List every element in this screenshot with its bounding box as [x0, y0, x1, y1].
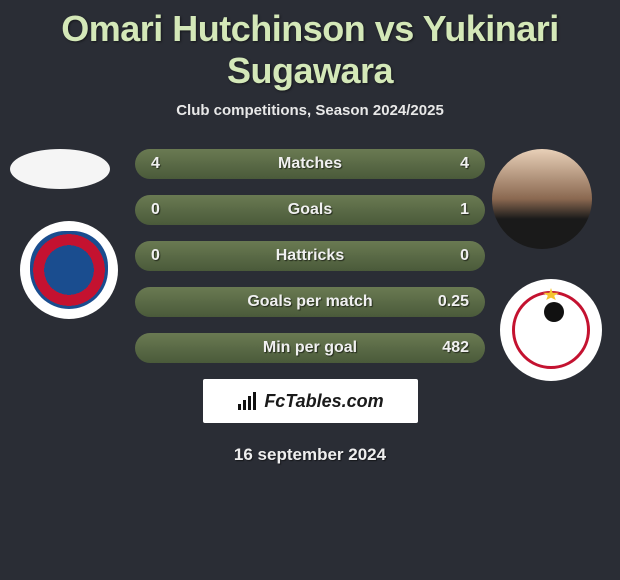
stat-row: Goals per match 0.25	[135, 287, 485, 317]
stat-right-value: 4	[429, 155, 469, 173]
stat-left-value: 0	[151, 247, 191, 265]
stat-label: Goals	[191, 201, 429, 219]
stat-row: 0 Goals 1	[135, 195, 485, 225]
stat-right-value: 482	[429, 339, 469, 357]
player-right-avatar	[492, 149, 592, 249]
player-left-avatar	[10, 149, 110, 189]
stat-label: Hattricks	[191, 247, 429, 265]
bar-chart-icon	[236, 390, 258, 412]
stat-row: 4 Matches 4	[135, 149, 485, 179]
stat-label: Min per goal	[191, 339, 429, 357]
subtitle: Club competitions, Season 2024/2025	[0, 102, 620, 119]
date-text: 16 september 2024	[0, 445, 620, 465]
stat-row: Min per goal 482	[135, 333, 485, 363]
stat-row: 0 Hattricks 0	[135, 241, 485, 271]
brand-text: FcTables.com	[264, 391, 383, 412]
stats-list: 4 Matches 4 0 Goals 1 0 Hattricks 0 Goal…	[135, 149, 485, 363]
stat-right-value: 0.25	[429, 293, 469, 311]
stat-right-value: 0	[429, 247, 469, 265]
comparison-content: 4 Matches 4 0 Goals 1 0 Hattricks 0 Goal…	[0, 149, 620, 465]
page-title: Omari Hutchinson vs Yukinari Sugawara	[0, 0, 620, 92]
stat-label: Goals per match	[191, 293, 429, 311]
stat-right-value: 1	[429, 201, 469, 219]
stat-left-value: 0	[151, 201, 191, 219]
club-left-badge	[20, 221, 118, 319]
club-right-badge	[500, 279, 602, 381]
brand-box: FcTables.com	[203, 379, 418, 423]
stat-left-value: 4	[151, 155, 191, 173]
stat-label: Matches	[191, 155, 429, 173]
